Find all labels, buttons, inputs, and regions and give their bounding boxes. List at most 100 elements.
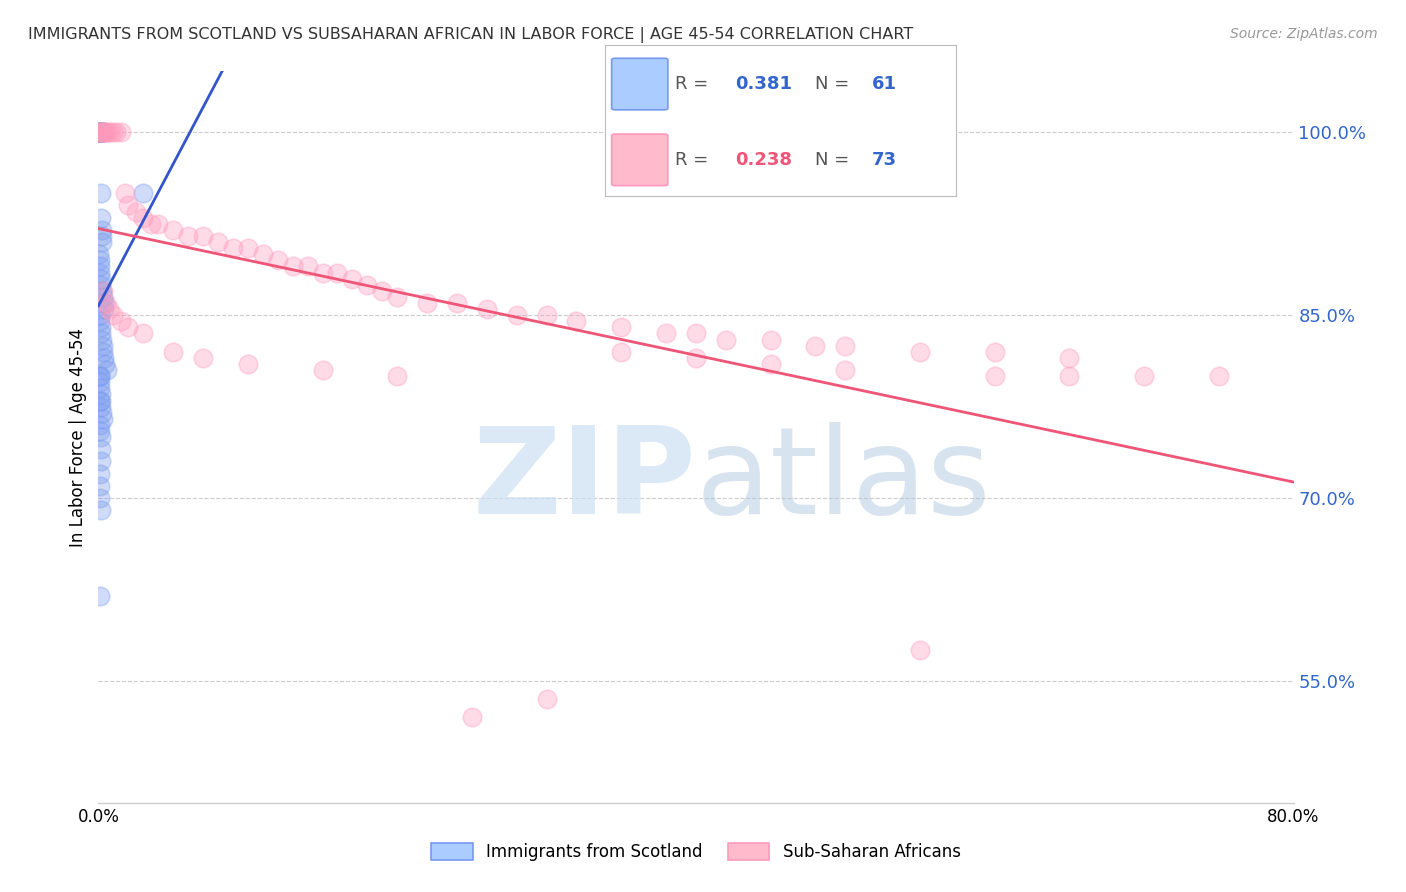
Y-axis label: In Labor Force | Age 45-54: In Labor Force | Age 45-54 <box>69 327 87 547</box>
Point <box>89 260 111 274</box>
Point <box>177 228 200 243</box>
Point <box>89 381 111 395</box>
Point <box>89 369 111 384</box>
Point <box>1133 369 1156 384</box>
Text: ZIP: ZIP <box>472 423 696 540</box>
Point <box>536 692 558 706</box>
Point <box>93 301 115 317</box>
Point <box>90 125 112 139</box>
Point <box>110 125 132 139</box>
Point <box>90 454 112 468</box>
Point <box>89 266 111 280</box>
Point <box>103 308 125 322</box>
Point <box>1059 369 1081 384</box>
Point <box>984 344 1007 359</box>
Point <box>908 344 931 359</box>
Point <box>89 125 111 139</box>
Point <box>125 204 148 219</box>
Point <box>89 125 111 139</box>
Text: 0.238: 0.238 <box>734 151 792 169</box>
Point <box>89 125 111 139</box>
Point <box>110 314 132 328</box>
Point <box>94 296 117 310</box>
Text: N =: N = <box>815 75 855 93</box>
Point <box>91 125 114 139</box>
Point <box>326 266 349 280</box>
Point <box>610 320 633 334</box>
Text: 73: 73 <box>872 151 897 169</box>
Point <box>610 344 633 359</box>
Point <box>89 125 111 139</box>
Point <box>371 284 394 298</box>
Point <box>89 430 111 444</box>
Point <box>90 393 112 408</box>
Point <box>311 266 333 280</box>
Point <box>90 125 112 139</box>
Point <box>90 271 112 285</box>
Point <box>89 247 111 261</box>
Point <box>281 260 304 274</box>
Point <box>91 290 114 304</box>
Point <box>91 235 114 249</box>
Point <box>908 643 931 657</box>
Point <box>89 589 111 603</box>
Point <box>89 424 111 438</box>
Point <box>90 125 112 139</box>
Point <box>1208 369 1230 384</box>
Point <box>759 333 782 347</box>
Point <box>93 344 115 359</box>
Point <box>714 333 737 347</box>
Point <box>90 125 112 139</box>
Point <box>759 357 782 371</box>
Point <box>342 271 364 285</box>
Point <box>89 314 111 328</box>
Point <box>89 253 111 268</box>
Point <box>90 503 112 517</box>
Point <box>89 125 111 139</box>
Point <box>90 442 112 457</box>
Point <box>385 290 409 304</box>
Point <box>98 125 122 139</box>
Text: R =: R = <box>675 151 714 169</box>
Point <box>236 357 259 371</box>
Point <box>162 344 184 359</box>
Point <box>96 363 118 377</box>
Point <box>96 125 118 139</box>
Point <box>89 393 111 408</box>
Point <box>89 376 111 390</box>
Point <box>356 277 378 292</box>
Legend: Immigrants from Scotland, Sub-Saharan Africans: Immigrants from Scotland, Sub-Saharan Af… <box>425 836 967 868</box>
Point <box>90 400 112 414</box>
Point <box>139 217 162 231</box>
Point <box>132 211 155 225</box>
Point <box>91 125 114 139</box>
Point <box>685 326 707 341</box>
Point <box>162 223 184 237</box>
Point <box>89 491 111 505</box>
Point <box>984 369 1007 384</box>
Point <box>267 253 290 268</box>
Point <box>446 296 468 310</box>
FancyBboxPatch shape <box>612 58 668 110</box>
Point <box>89 125 111 139</box>
Text: IMMIGRANTS FROM SCOTLAND VS SUBSAHARAN AFRICAN IN LABOR FORCE | AGE 45-54 CORREL: IMMIGRANTS FROM SCOTLAND VS SUBSAHARAN A… <box>28 27 914 43</box>
Point <box>655 326 678 341</box>
Point <box>93 125 115 139</box>
Point <box>148 217 170 231</box>
Point <box>804 339 827 353</box>
Point <box>311 363 333 377</box>
Point <box>91 339 114 353</box>
Text: Source: ZipAtlas.com: Source: ZipAtlas.com <box>1230 27 1378 41</box>
Point <box>90 228 112 243</box>
Point <box>94 125 117 139</box>
Point <box>536 308 558 322</box>
Point <box>297 260 319 274</box>
Text: 0.381: 0.381 <box>734 75 792 93</box>
Text: 61: 61 <box>872 75 897 93</box>
Point <box>117 320 139 334</box>
Point <box>90 223 112 237</box>
Text: atlas: atlas <box>696 423 991 540</box>
Point <box>506 308 529 322</box>
Point <box>90 211 112 225</box>
Point <box>90 333 112 347</box>
